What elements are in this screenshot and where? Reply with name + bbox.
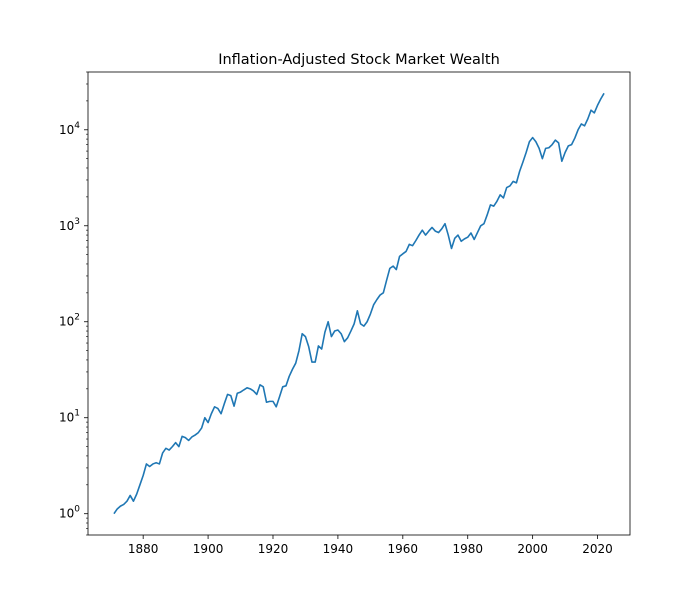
x-tick-label: 1920 <box>258 542 289 556</box>
x-tick-label: 2000 <box>517 542 548 556</box>
x-tick-label: 1980 <box>452 542 483 556</box>
y-tick-label: 103 <box>59 217 80 233</box>
y-tick-label: 100 <box>59 505 80 521</box>
x-axis: 1880 1900 1920 1940 1960 1980 2000 2020 <box>128 535 613 556</box>
x-tick-label: 1900 <box>193 542 224 556</box>
chart-title: Inflation-Adjusted Stock Market Wealth <box>218 52 500 68</box>
y-tick-label: 101 <box>59 409 80 425</box>
y-tick-label: 104 <box>59 121 80 137</box>
plot-frame <box>87 71 631 536</box>
wealth-series-line <box>113 92 605 515</box>
x-tick-label: 2020 <box>582 542 613 556</box>
y-axis: 100 101 102 103 104 <box>59 71 88 536</box>
y-tick-label: 102 <box>59 313 80 329</box>
x-tick-label: 1940 <box>323 542 354 556</box>
x-tick-label: 1880 <box>128 542 159 556</box>
x-tick-label: 1960 <box>388 542 419 556</box>
